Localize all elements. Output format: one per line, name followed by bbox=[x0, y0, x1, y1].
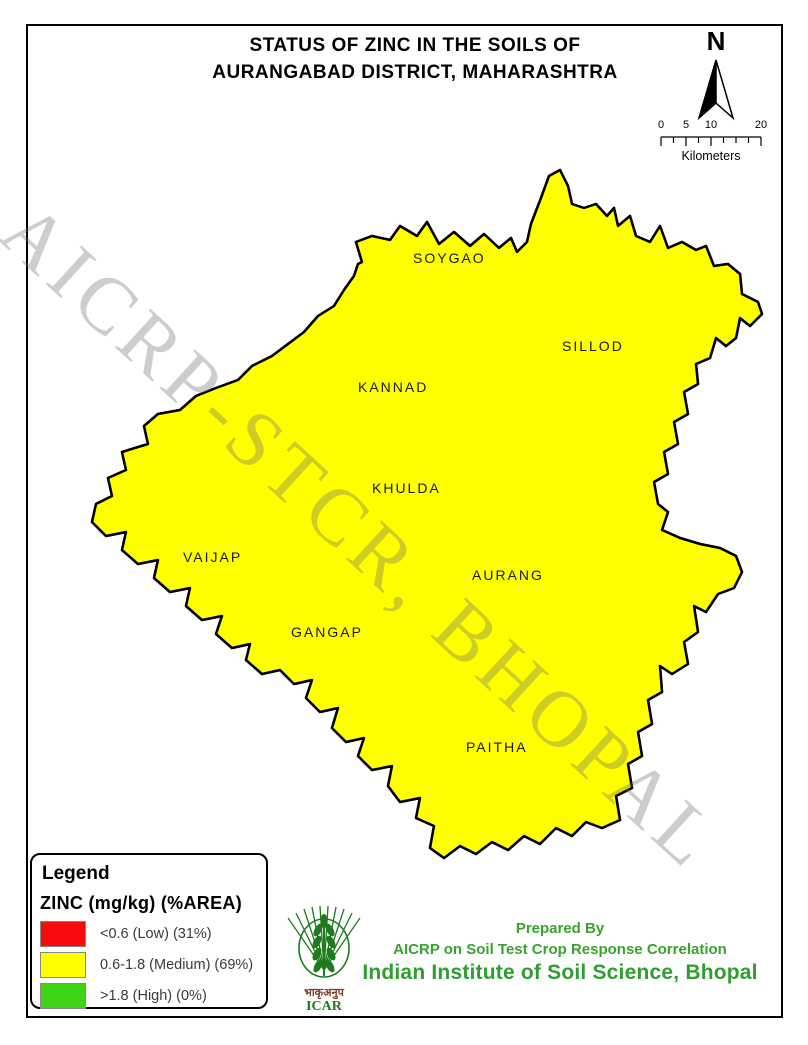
institute-label: Indian Institute of Soil Science, Bhopal bbox=[362, 961, 758, 984]
region-label-khulda: KHULDA bbox=[372, 480, 441, 496]
legend-swatch-medium bbox=[40, 952, 86, 978]
scale-bar-ticks bbox=[660, 136, 762, 146]
icar-emblem-icon bbox=[287, 905, 361, 978]
north-label: N bbox=[707, 26, 726, 56]
scale-bar: 0 5 10 20 Kilometers bbox=[658, 119, 767, 163]
region-labels: SOYGAO SILLOD KANNAD KHULDA VAIJAP AURAN… bbox=[183, 250, 624, 755]
region-label-vaijap: VAIJAP bbox=[183, 549, 242, 565]
scale-tick-20: 20 bbox=[755, 119, 767, 131]
legend-box: Legend ZINC (mg/kg) (%AREA) <0.6 (Low) (… bbox=[30, 853, 268, 1009]
region-label-sillod: SILLOD bbox=[562, 338, 624, 354]
map-title: STATUS OF ZINC IN THE SOILS OF AURANGABA… bbox=[110, 32, 720, 86]
map-title-line2: AURANGABAD DISTRICT, MAHARASHTRA bbox=[212, 62, 618, 83]
icar-acronym-label: ICAR bbox=[306, 999, 342, 1014]
region-label-aurang: AURANG bbox=[472, 567, 544, 583]
legend-swatch-low bbox=[40, 921, 86, 947]
legend-item-low: <0.6 (Low) (31%) bbox=[40, 921, 258, 947]
region-label-kannad: KANNAD bbox=[358, 379, 428, 395]
legend-label-high: >1.8 (High) (0%) bbox=[100, 988, 207, 1004]
scale-tick-5: 5 bbox=[683, 119, 689, 131]
legend-subheading: ZINC (mg/kg) (%AREA) bbox=[40, 893, 242, 913]
north-arrow-icon: N bbox=[697, 26, 735, 121]
region-label-paitha: PAITHA bbox=[466, 739, 528, 755]
icar-hindi-label: भाकृअनुप bbox=[304, 987, 344, 999]
icar-logo: भाकृअनुप ICAR bbox=[282, 905, 366, 1014]
legend-item-high: >1.8 (High) (0%) bbox=[40, 983, 258, 1009]
district-outline-overlay bbox=[90, 168, 764, 860]
legend-swatch-high bbox=[40, 983, 86, 1009]
map-title-line1: STATUS OF ZINC IN THE SOILS OF bbox=[249, 35, 581, 56]
scale-tick-10: 10 bbox=[705, 119, 717, 131]
region-label-soygao: SOYGAO bbox=[413, 250, 486, 266]
legend-heading: Legend bbox=[42, 863, 110, 884]
attribution-block: Prepared By AICRP on Soil Test Crop Resp… bbox=[345, 920, 775, 985]
prepared-by-label: Prepared By bbox=[515, 920, 605, 937]
legend-label-low: <0.6 (Low) (31%) bbox=[100, 926, 212, 942]
organization-label: AICRP on Soil Test Crop Response Correla… bbox=[393, 941, 727, 958]
legend-item-medium: 0.6-1.8 (Medium) (69%) bbox=[40, 952, 258, 978]
scale-tick-0: 0 bbox=[658, 119, 664, 131]
legend-label-medium: 0.6-1.8 (Medium) (69%) bbox=[100, 957, 254, 973]
region-label-gangap: GANGAP bbox=[291, 624, 363, 640]
north-arrow-right-half bbox=[715, 59, 735, 121]
scale-unit-label: Kilometers bbox=[681, 149, 740, 163]
